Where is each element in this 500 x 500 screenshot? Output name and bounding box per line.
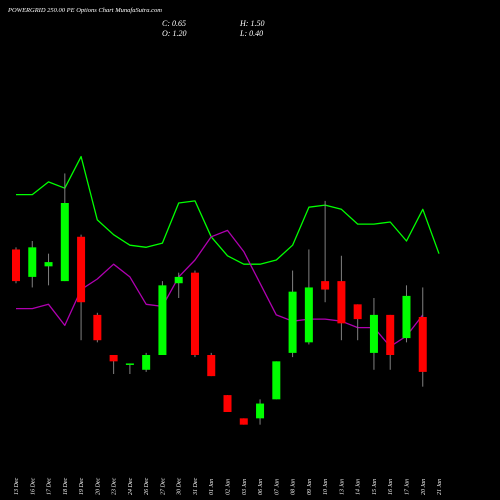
candle [158, 281, 167, 355]
x-tick-label: 02 Jan [226, 479, 232, 495]
x-tick-label: 15 Jan [372, 479, 378, 495]
x-tick-label: 14 Jan [355, 479, 362, 495]
x-tick-label: 03 Jan [242, 479, 248, 495]
x-tick-label: 17 Dec [47, 478, 53, 495]
x-tick-label: 08 Jan [291, 479, 297, 495]
candle-body [337, 281, 346, 324]
candle [190, 270, 199, 358]
x-tick-label: 20 Jan [421, 479, 427, 495]
x-tick-label: 17 Jan [404, 479, 410, 495]
candle [12, 247, 20, 284]
candle-body [353, 304, 362, 320]
x-tick-label: 23 Dec [112, 478, 118, 495]
x-tick-label: 09 Jan [307, 479, 313, 495]
candle [207, 352, 216, 377]
x-tick-label: 21 Jan [437, 479, 443, 495]
candle-body [12, 249, 20, 282]
candle [321, 200, 330, 303]
x-tick-label: 26 Dec [144, 478, 150, 495]
candles-layer [12, 173, 427, 425]
candle [256, 399, 265, 425]
candle-body [207, 355, 216, 377]
low-value: L: 0.40 [240, 29, 264, 38]
close-value: C: 0.65 [162, 19, 186, 28]
candle-body [223, 395, 232, 412]
candle [304, 249, 313, 345]
candle [109, 355, 118, 374]
candle-body [109, 355, 118, 362]
candle [142, 352, 151, 372]
candle-body [142, 355, 151, 370]
candle [353, 304, 362, 341]
candle [93, 312, 102, 343]
x-tick-label: 16 Dec [30, 478, 36, 495]
candle-body [418, 317, 427, 372]
x-tick-label: 13 Jan [339, 479, 345, 495]
candle [77, 234, 86, 341]
x-tick-label: 13 Dec [14, 478, 20, 495]
x-tick-label: 19 Dec [79, 478, 85, 495]
line-series-1 [16, 155, 440, 265]
x-tick-label: 01 Jan [209, 479, 215, 495]
candle-body [321, 281, 330, 290]
candle-body [44, 262, 53, 267]
candle [28, 241, 37, 288]
candle [223, 395, 232, 412]
candle [288, 270, 297, 358]
candle [402, 285, 411, 343]
candle-body [402, 295, 411, 339]
x-axis: 13 Dec 16 Dec 17 Dec 18 Dec 19 Dec 20 Dec 23 D… [14, 478, 443, 496]
candle-body [93, 314, 102, 341]
candle-body [60, 203, 69, 282]
chart-title: POWERGRID 250.00 PE Options Chart Munafa… [8, 7, 163, 14]
x-tick-label: 27 Dec [160, 478, 166, 495]
candle [418, 287, 427, 387]
candle-body [239, 418, 248, 425]
candle-body [304, 287, 313, 343]
x-tick-label: 24 Dec [127, 478, 134, 495]
candle-body [369, 314, 378, 353]
candle-body [288, 291, 297, 353]
high-value: H: 1.50 [240, 19, 265, 28]
x-tick-label: 31 Dec [193, 478, 199, 496]
candle-body [158, 285, 167, 355]
candle [272, 361, 281, 400]
open-value: O: 1.20 [162, 29, 187, 38]
x-tick-label: 06 Jan [258, 479, 264, 495]
candle [44, 253, 53, 286]
candle [337, 255, 346, 341]
candle [239, 418, 248, 425]
x-tick-label: 20 Dec [95, 478, 101, 495]
x-tick-label: 30 Dec [177, 478, 183, 496]
candle-body [256, 403, 265, 419]
candle-body [190, 272, 199, 355]
candle [369, 298, 378, 370]
candle [125, 363, 134, 374]
candle [174, 272, 183, 298]
x-tick-label: 16 Jan [388, 479, 394, 495]
candle [386, 314, 395, 370]
line-series-2 [16, 229, 424, 348]
candle [60, 173, 69, 282]
candle-body [125, 363, 134, 365]
candle-body [386, 314, 395, 355]
x-tick-label: 10 Jan [323, 479, 329, 495]
candle-body [28, 247, 37, 277]
candle-body [77, 236, 86, 303]
candle-body [174, 276, 183, 284]
x-tick-label: 18 Dec [63, 478, 69, 495]
candle-body [272, 361, 281, 400]
x-tick-label: 07 Jan [274, 479, 280, 495]
